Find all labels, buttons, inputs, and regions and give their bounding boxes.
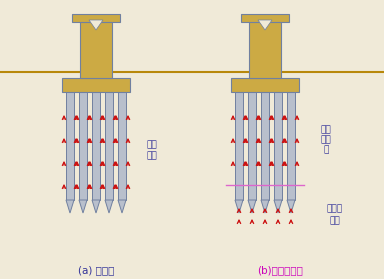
- Bar: [80, 20, 112, 78]
- Polygon shape: [274, 200, 282, 213]
- Polygon shape: [258, 20, 272, 30]
- Bar: [261, 92, 269, 200]
- Bar: [118, 92, 126, 200]
- Polygon shape: [261, 200, 269, 213]
- Text: (b)端承摩擦桩: (b)端承摩擦桩: [257, 265, 303, 275]
- Polygon shape: [287, 200, 295, 213]
- Bar: [105, 92, 113, 200]
- Polygon shape: [79, 200, 87, 213]
- Bar: [274, 92, 282, 200]
- Text: 较坚硬: 较坚硬: [327, 205, 343, 213]
- Bar: [231, 78, 299, 92]
- Polygon shape: [89, 20, 103, 30]
- Polygon shape: [105, 200, 113, 213]
- Bar: [72, 14, 120, 22]
- Bar: [235, 92, 243, 200]
- Polygon shape: [66, 200, 74, 213]
- Bar: [92, 92, 100, 200]
- Bar: [241, 14, 289, 22]
- Bar: [66, 92, 74, 200]
- Polygon shape: [248, 200, 256, 213]
- Bar: [249, 20, 281, 78]
- Polygon shape: [118, 200, 126, 213]
- Bar: [248, 92, 256, 200]
- Text: 软弱: 软弱: [147, 141, 157, 150]
- Polygon shape: [235, 200, 243, 213]
- Bar: [62, 78, 130, 92]
- Polygon shape: [92, 200, 100, 213]
- Text: 弱土: 弱土: [321, 136, 331, 145]
- Text: (a) 摩擦桩: (a) 摩擦桩: [78, 265, 114, 275]
- Text: 较软: 较软: [321, 126, 331, 134]
- Bar: [287, 92, 295, 200]
- Text: 土层: 土层: [329, 217, 340, 225]
- Text: 土层: 土层: [147, 151, 157, 160]
- Bar: [79, 92, 87, 200]
- Text: 层: 层: [323, 146, 329, 155]
